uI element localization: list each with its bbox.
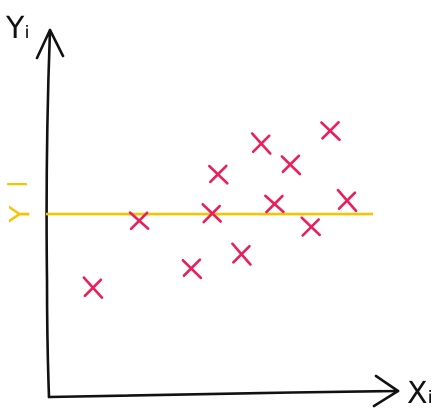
data-point xyxy=(231,242,252,266)
data-point xyxy=(264,194,285,214)
x-axis-line xyxy=(47,389,400,399)
plot-axes xyxy=(35,28,400,408)
data-point xyxy=(250,132,272,155)
y-axis-arrowhead xyxy=(35,28,65,60)
data-point xyxy=(128,211,150,231)
data-point xyxy=(336,188,358,213)
data-point xyxy=(82,276,104,299)
data-points xyxy=(82,121,358,299)
y-axis-label: Yᵢ xyxy=(5,11,30,46)
data-point xyxy=(280,154,302,176)
x-axis-arrowhead xyxy=(372,374,400,408)
x-axis-label: Xᵢ xyxy=(407,376,433,411)
y-axis-line xyxy=(45,28,52,399)
mean-label: Y xyxy=(3,183,36,224)
data-point xyxy=(208,164,229,185)
mean-label-text: Y xyxy=(3,205,36,224)
data-point xyxy=(181,258,203,280)
data-point xyxy=(201,203,222,224)
data-point xyxy=(320,121,341,142)
data-point xyxy=(300,216,321,237)
